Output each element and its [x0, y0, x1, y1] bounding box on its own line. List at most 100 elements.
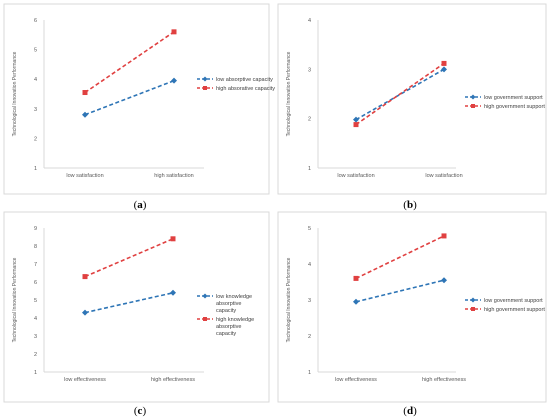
y-tick-label: 3: [308, 298, 311, 304]
series-line: [84, 79, 175, 116]
y-axis-title: Technological Innovation Performance: [12, 257, 18, 342]
series-line: [84, 292, 174, 314]
legend-swatch-marker: [203, 317, 207, 321]
legend-label: high knowledge absorptive capacity: [216, 317, 254, 337]
legend-swatch-marker: [471, 104, 475, 108]
panel-frame: [277, 3, 547, 195]
legend-swatch-marker: [203, 86, 207, 90]
data-point-marker: [353, 298, 359, 305]
legend-label: high government support: [484, 307, 545, 313]
legend-label: low government support: [484, 95, 543, 101]
y-tick-label: 4: [34, 77, 37, 83]
panel-caption: (d): [403, 405, 417, 417]
chart-panel-3: 1 2 3 4 5 6 7 8 9 Technological Innovation Perfor…: [3, 211, 270, 417]
y-axis-title: Technological Innovation Performance: [286, 257, 292, 342]
legend: low government support high government su…: [465, 94, 545, 110]
legend-label: low government support: [484, 298, 543, 304]
chart-panel-2: 1 2 3 4 Technological Innovation Performance…: [277, 3, 547, 211]
series-line: [84, 238, 174, 278]
y-tick-label: 8: [34, 244, 37, 250]
series-line: [355, 235, 445, 280]
y-tick-label: 6: [34, 18, 37, 24]
data-point-marker: [82, 111, 88, 118]
data-point-marker: [353, 122, 359, 128]
series-1: [82, 77, 177, 118]
y-tick-label: 3: [34, 334, 37, 340]
data-point-marker: [171, 29, 177, 35]
y-tick-label: 7: [34, 262, 37, 268]
data-point-marker: [441, 66, 447, 73]
y-tick-label: 1: [308, 370, 311, 376]
legend-swatch-marker: [470, 297, 476, 303]
x-tick-label: high effectiveness: [422, 377, 466, 383]
panel-caption: (c): [134, 405, 147, 417]
x-tick-label: low satisfaction: [425, 173, 462, 179]
series-2: [353, 60, 447, 128]
data-point-marker: [82, 274, 88, 280]
chart-panel-4: 1 2 3 4 5 Technological Innovation Performanc…: [277, 211, 547, 417]
legend: low absorptive capacity high absorative c…: [197, 76, 275, 92]
y-tick-label: 1: [308, 166, 311, 172]
data-point-marker: [353, 116, 359, 123]
x-tick-label: low effectiveness: [64, 377, 106, 383]
legend-swatch-marker: [471, 307, 475, 311]
y-tick-label: 2: [308, 334, 311, 340]
legend-swatch-marker: [470, 94, 476, 100]
legend-swatch-marker: [202, 293, 208, 299]
legend-label: high government support: [484, 104, 545, 110]
data-point-marker: [170, 236, 176, 242]
panel-caption: (b): [403, 199, 417, 211]
series-1: [353, 277, 447, 305]
x-tick-label: low effectiveness: [335, 377, 377, 383]
series-line: [355, 279, 445, 303]
legend-swatch-marker: [202, 76, 208, 82]
y-tick-label: 5: [308, 226, 311, 232]
legend-label: low absorptive capacity: [216, 77, 273, 83]
panel-frame: [277, 211, 547, 403]
legend-label: high absorative capacity: [216, 86, 275, 92]
legend-label: low knowledge absorptive capacity: [216, 294, 252, 314]
y-tick-label: 2: [308, 117, 311, 123]
y-tick-label: 4: [34, 316, 37, 322]
y-axis-title: Technological Innovation Performance: [12, 51, 18, 136]
panel-caption: (a): [134, 199, 147, 211]
panel-frame: [3, 3, 270, 195]
data-point-marker: [441, 277, 447, 284]
data-point-marker: [171, 77, 177, 84]
data-point-marker: [441, 233, 447, 239]
x-tick-label: high satisfaction: [154, 173, 193, 179]
legend: low knowledge absorptive capacity high know…: [197, 293, 254, 337]
x-tick-label: low satisfaction: [66, 173, 103, 179]
y-tick-label: 3: [308, 67, 311, 73]
panel-frame: [3, 211, 270, 403]
y-tick-label: 2: [34, 136, 37, 142]
y-tick-label: 2: [34, 352, 37, 358]
series-1: [82, 289, 176, 316]
series-2: [353, 233, 447, 281]
series-2: [82, 236, 176, 280]
data-point-marker: [82, 309, 88, 316]
series-line: [355, 62, 445, 126]
series-1: [353, 66, 447, 123]
data-point-marker: [441, 60, 447, 66]
series-line: [355, 68, 445, 121]
y-tick-label: 5: [34, 48, 37, 54]
y-tick-label: 1: [34, 166, 37, 172]
y-tick-label: 4: [308, 262, 311, 268]
x-tick-label: low satisfaction: [337, 173, 374, 179]
y-axis-title: Technological Innovation Performance: [286, 51, 292, 136]
data-point-marker: [353, 275, 359, 281]
x-tick-label: high effectiveness: [151, 377, 195, 383]
y-tick-label: 3: [34, 107, 37, 113]
data-point-marker: [82, 90, 88, 96]
series-2: [82, 29, 177, 96]
chart-panel-1: 1 2 3 4 5 6 Technological Innovation Performan…: [3, 3, 275, 211]
legend: low government support high government su…: [465, 297, 545, 313]
y-tick-label: 5: [34, 298, 37, 304]
y-tick-label: 4: [308, 18, 311, 24]
data-point-marker: [170, 289, 176, 296]
y-tick-label: 6: [34, 280, 37, 286]
y-tick-label: 1: [34, 370, 37, 376]
y-tick-label: 9: [34, 226, 37, 232]
